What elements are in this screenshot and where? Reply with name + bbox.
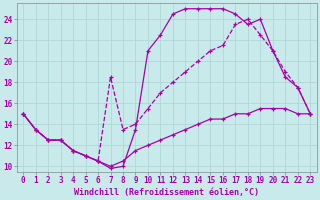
X-axis label: Windchill (Refroidissement éolien,°C): Windchill (Refroidissement éolien,°C) [74, 188, 259, 197]
